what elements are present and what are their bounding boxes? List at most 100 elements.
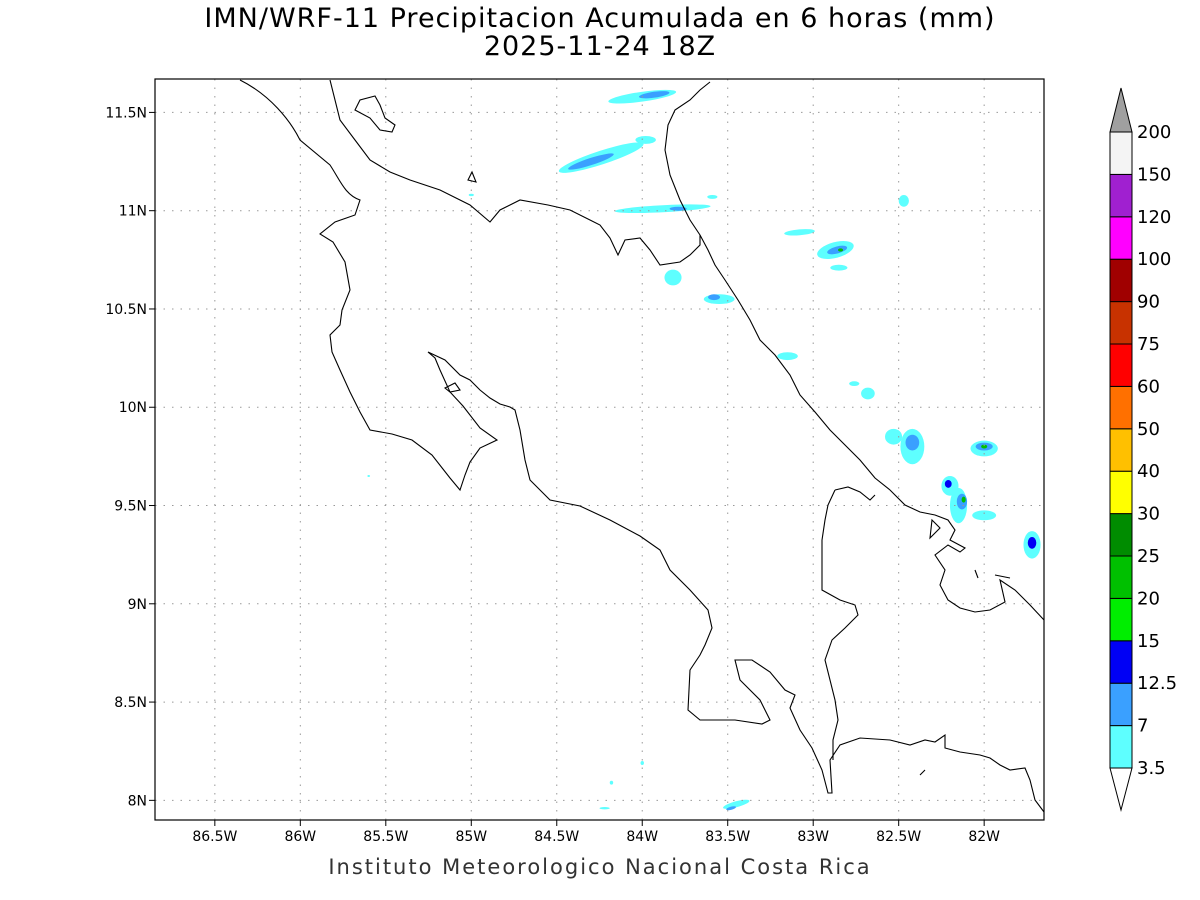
lon-tick-label: 84W (626, 829, 658, 845)
lat-tick-label: 9N (128, 597, 147, 613)
precip-cell-38 (640, 761, 644, 765)
lat-tick-label: 11N (119, 204, 147, 220)
precip-cell-19 (898, 194, 909, 207)
colorbar-swatch (1109, 258, 1133, 303)
precip-layer (367, 89, 1041, 811)
precip-cell-22 (905, 434, 920, 451)
lon-tick-label: 85.5W (363, 829, 408, 845)
lake-nicaragua-shore (354, 95, 396, 133)
colorbar-level-label: 12.5 (1137, 673, 1177, 694)
precip-cell-33 (1027, 536, 1037, 549)
colorbar-swatch (1109, 301, 1133, 345)
footer-credit: Instituto Meteorologico Nacional Costa R… (328, 855, 872, 879)
colorbar-level-label: 40 (1137, 461, 1160, 482)
colorbar-level-label: 3.5 (1137, 758, 1166, 779)
precip-cell-20 (885, 428, 903, 445)
precip-cell-15 (708, 294, 721, 301)
precip-cell-18 (861, 387, 875, 400)
precip-cell-7 (707, 194, 718, 199)
lat-tick-label: 10N (119, 400, 147, 416)
precip-cell-37 (609, 780, 614, 785)
colorbar-swatch (1109, 597, 1133, 642)
grid-lines (155, 79, 1044, 820)
lat-tick-label: 9.5N (114, 499, 147, 515)
colorbar-level-label: 75 (1137, 334, 1160, 355)
precip-cell-4 (635, 136, 656, 144)
colorbar-swatch (1109, 216, 1133, 260)
lat-tick-label: 8.5N (114, 695, 147, 711)
coastline-caribbean-south (699, 234, 1045, 621)
precip-cell-13 (664, 269, 682, 286)
precip-cell-27 (944, 479, 952, 488)
colorbar-level-label: 120 (1137, 207, 1171, 228)
lat-tick-label: 11.5N (105, 105, 147, 121)
precip-cell-1 (638, 91, 670, 99)
coastline-pacific-north (239, 79, 1045, 813)
map-frame (154, 78, 1045, 821)
latitude-labels: 11.5N 11N 10.5N 10N 9.5N 9N 8.5N 8N (105, 105, 155, 809)
precip-cell-8 (784, 229, 815, 236)
lon-tick-label: 83.5W (705, 829, 750, 845)
map-subtitle-datetime: 2025-11-24 18Z (483, 31, 717, 62)
precip-cell-11 (837, 248, 844, 252)
color-legend: 3.5 7 12.5 15 20 25 30 40 50 60 75 90 100 120 150 200 (1109, 87, 1177, 812)
colorbar-swatch (1109, 640, 1133, 684)
colorbar-under-triangle (1109, 767, 1133, 812)
colorbar-level-label: 15 (1137, 631, 1160, 652)
colorbar-level-label: 7 (1137, 716, 1148, 737)
colorbar-over-triangle (1109, 87, 1133, 133)
colorbar-level-label: 30 (1137, 504, 1160, 525)
map-title: IMN/WRF-11 Precipitacion Acumulada en 6 … (204, 3, 996, 34)
lon-tick-label: 84.5W (534, 829, 579, 845)
precip-cell-16 (777, 352, 798, 361)
precip-cell-34 (723, 799, 750, 809)
lat-tick-label: 10.5N (105, 302, 147, 318)
precip-cell-5 (614, 204, 711, 214)
colorbar-level-label: 200 (1137, 122, 1171, 143)
island-small-1 (467, 170, 477, 183)
colorbar-level-label: 100 (1137, 249, 1171, 270)
colorbar-level-label: 150 (1137, 164, 1171, 185)
colorbar-level-label: 20 (1137, 588, 1160, 609)
colorbar-level-label: 60 (1137, 376, 1160, 397)
precip-cell-31 (972, 510, 997, 521)
lon-tick-label: 83W (797, 829, 829, 845)
precip-cell-35 (726, 806, 737, 811)
precip-cell-40 (367, 475, 371, 478)
precip-cell-36 (599, 807, 610, 810)
colorbar-swatch (1109, 555, 1133, 599)
colorbar-swatch (1109, 173, 1133, 218)
lon-tick-label: 86.5W (192, 829, 237, 845)
colorbar-swatch (1109, 385, 1133, 430)
precip-cell-29 (956, 493, 968, 510)
precip-cell-3 (568, 153, 614, 170)
precip-cell-12 (830, 264, 848, 271)
precip-cell-30 (961, 496, 966, 503)
colorbar-level-label: 50 (1137, 419, 1160, 440)
colorbar-level-label: 90 (1137, 292, 1160, 313)
precip-cell-10 (827, 245, 848, 255)
coastline-caribbean (329, 79, 711, 266)
precip-cell-39 (468, 193, 474, 197)
precip-cell-6 (669, 206, 687, 211)
colorbar-swatch (1109, 428, 1133, 472)
precip-cell-25 (981, 444, 988, 449)
coastline-layer (239, 79, 1045, 813)
precip-cell-17 (849, 381, 860, 387)
colorbar-swatch (1109, 725, 1133, 769)
panama-border (821, 486, 876, 760)
colorbar-swatch (1109, 343, 1133, 387)
colorbar-swatch (1109, 131, 1133, 175)
longitude-labels: 86.5W 86W 85.5W 85W 84.5W 84W 83.5W 83W 82.5W 82W (192, 820, 1000, 845)
colorbar-level-label: 25 (1137, 546, 1160, 567)
colorbar-swatch (1109, 682, 1133, 727)
lon-tick-label: 82.5W (876, 829, 921, 845)
lon-tick-label: 82W (968, 829, 1000, 845)
colorbar-swatch (1109, 513, 1133, 557)
lon-tick-label: 85W (455, 829, 487, 845)
colorbar-swatch (1109, 470, 1133, 515)
lat-tick-label: 8N (128, 793, 147, 809)
lon-tick-label: 86W (284, 829, 316, 845)
bocas-islands (919, 518, 1011, 776)
